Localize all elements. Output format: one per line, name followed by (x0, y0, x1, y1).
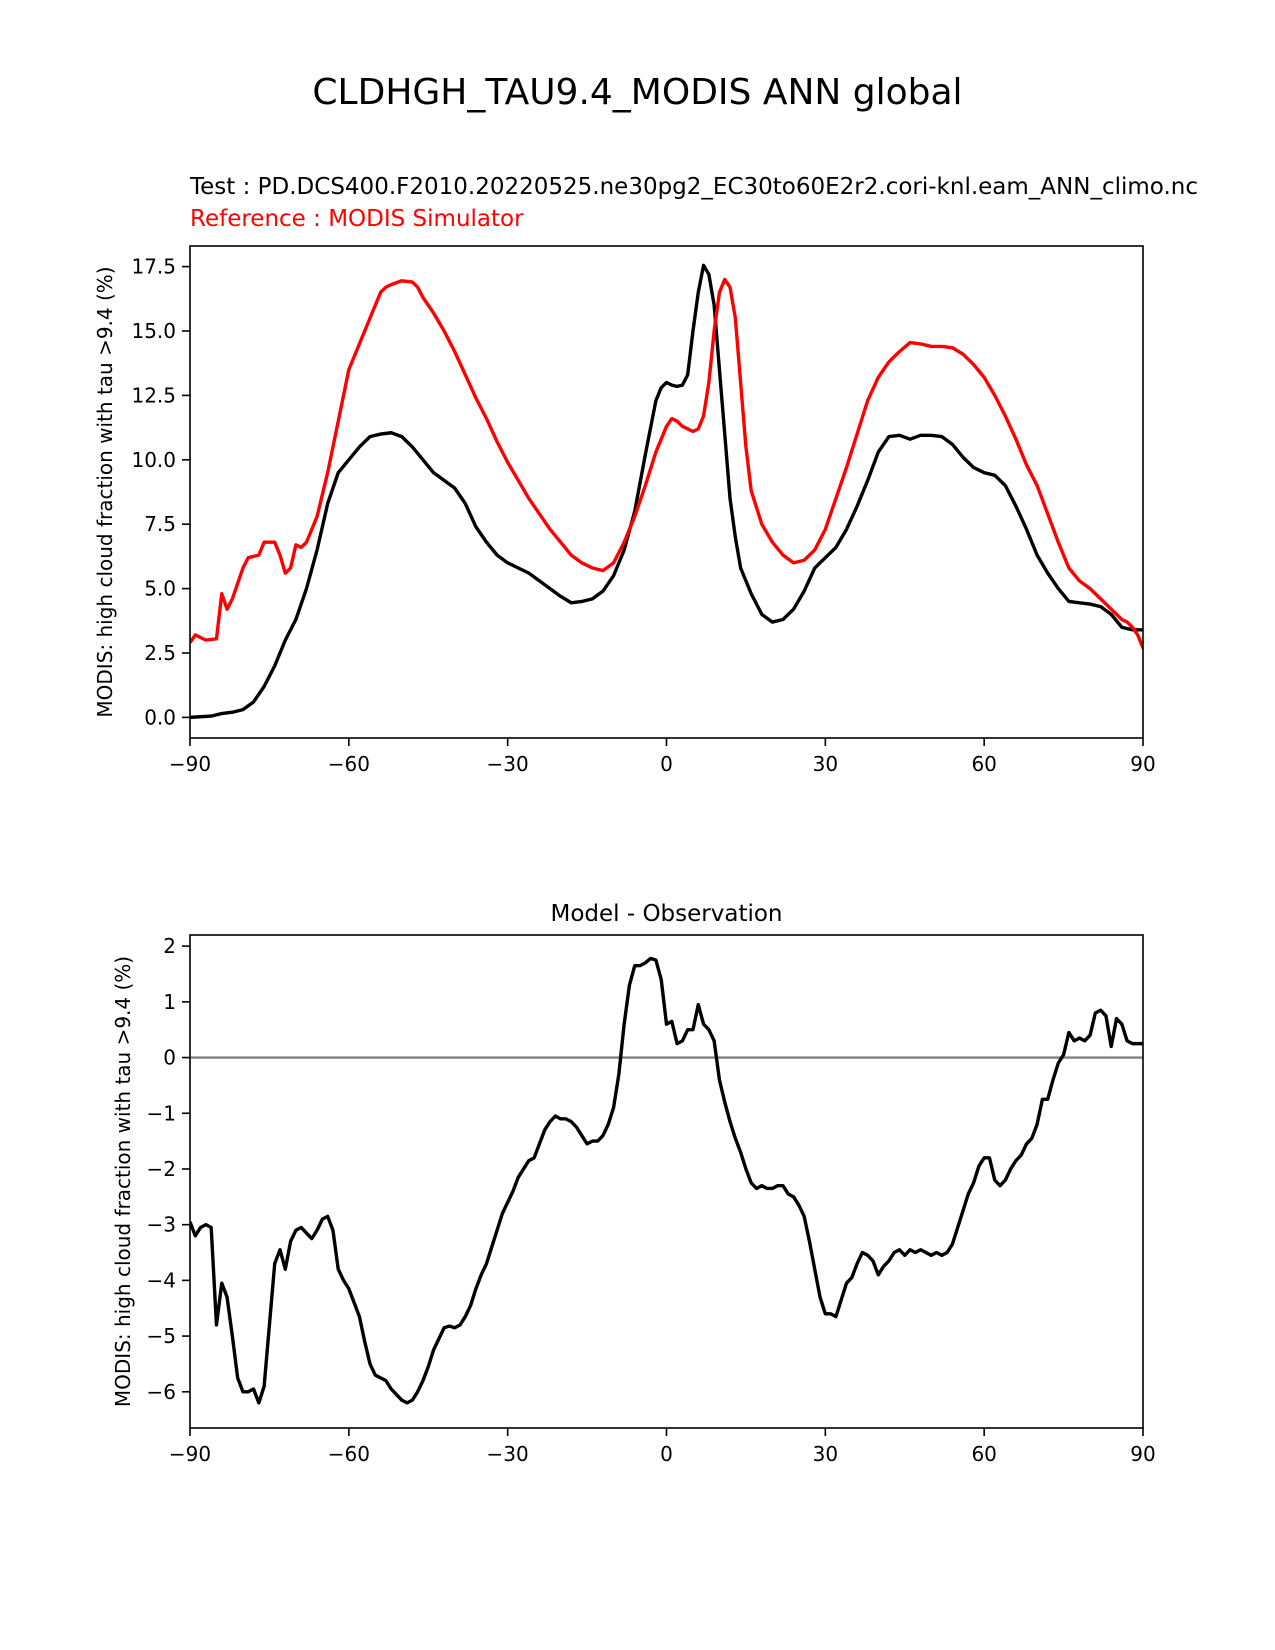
reference-title: Reference : MODIS Simulator (190, 206, 524, 232)
x-tick-label: −60 (328, 1442, 370, 1466)
axes-frame (189, 934, 1144, 1429)
x-tick-label: 60 (971, 752, 996, 776)
difference-plot: −90 −60 −30 0 30 60 90 −6 −5 −4 −3 −2 −1 0 1 2 MODIS: hi… (111, 934, 1156, 1466)
figure-title: CLDHGH_TAU9.4_MODIS ANN global (312, 72, 963, 113)
y-tick-label: −6 (147, 1380, 176, 1404)
y-tick-label: 1 (163, 990, 176, 1014)
x-tick-label: −60 (328, 752, 370, 776)
x-tick-label: 0 (660, 752, 673, 776)
series-line-0 (190, 263, 1143, 720)
x-tick-label: −30 (487, 752, 529, 776)
y-tick-label: 0 (163, 1046, 176, 1070)
y-axis-label: MODIS: high cloud fraction with tau >9.4… (93, 266, 117, 717)
y-axis-label: MODIS: high cloud fraction with tau >9.4… (111, 956, 135, 1407)
y-tick-label: 0.0 (144, 705, 176, 729)
test-title: Test : PD.DCS400.F2010.20220525.ne30pg2_… (190, 174, 1198, 200)
x-tick-label: 0 (660, 1442, 673, 1466)
x-tick-label: 30 (813, 1442, 838, 1466)
x-tick-label: −30 (487, 1442, 529, 1466)
y-tick-label: 2 (163, 934, 176, 958)
x-tick-label: 90 (1130, 752, 1155, 776)
y-tick-label: −5 (147, 1324, 176, 1348)
y-tick-label: 17.5 (131, 255, 176, 279)
y-tick-label: 5.0 (144, 577, 176, 601)
y-tick-label: −3 (147, 1213, 176, 1237)
y-tick-label: −1 (147, 1101, 176, 1125)
x-tick-label: 90 (1130, 1442, 1155, 1466)
difference-title: Model - Observation (550, 901, 783, 927)
x-tick-label: −90 (169, 1442, 211, 1466)
y-tick-label: 12.5 (131, 383, 176, 407)
y-tick-label: 15.0 (131, 319, 176, 343)
x-tick-label: 60 (971, 1442, 996, 1466)
series-line-1 (190, 277, 1143, 651)
x-tick-label: −90 (169, 752, 211, 776)
y-tick-label: −2 (147, 1157, 176, 1181)
y-tick-label: 10.0 (131, 448, 176, 472)
y-tick-label: 2.5 (144, 641, 176, 665)
top-plot: −90 −60 −30 0 30 60 90 0.0 2.5 5.0 7.5 10.0 12.5 15.0… (93, 245, 1156, 776)
y-tick-label: 7.5 (144, 512, 176, 536)
series-line-0 (190, 956, 1143, 1405)
y-tick-label: −4 (147, 1268, 176, 1292)
x-tick-label: 30 (813, 752, 838, 776)
